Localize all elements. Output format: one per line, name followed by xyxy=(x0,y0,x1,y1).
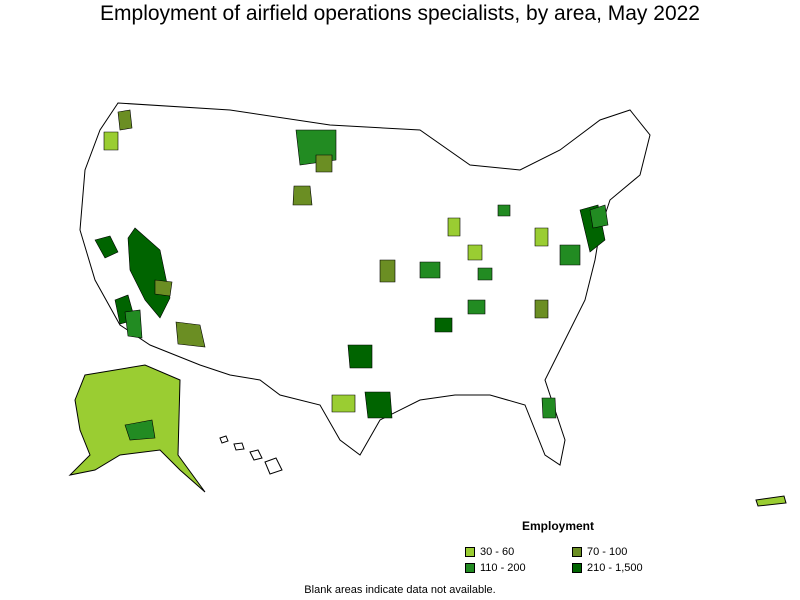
data-note: Blank areas indicate data not available. xyxy=(304,584,496,596)
legend-swatch xyxy=(465,547,475,557)
legend-swatch xyxy=(572,563,582,573)
legend-label: 110 - 200 xyxy=(480,562,526,574)
legend-swatch xyxy=(465,563,475,573)
map-title: Employment of airfield operations specia… xyxy=(100,2,700,25)
contiguous-us-outline xyxy=(79,102,651,466)
legend-title: Employment xyxy=(522,519,595,533)
legend-item-30-60: 30 - 60 xyxy=(465,546,514,558)
legend-swatch xyxy=(572,547,582,557)
legend-item-210-1500: 210 - 1,500 xyxy=(572,562,643,574)
legend-item-110-200: 110 - 200 xyxy=(465,562,526,574)
legend-label: 70 - 100 xyxy=(587,546,628,558)
legend-label: 210 - 1,500 xyxy=(587,562,643,574)
puerto-rico xyxy=(755,495,787,507)
shaded-areas xyxy=(94,109,609,441)
legend-item-70-100: 70 - 100 xyxy=(572,546,627,558)
legend-label: 30 - 60 xyxy=(480,546,515,558)
hawaii-islands xyxy=(219,435,283,475)
